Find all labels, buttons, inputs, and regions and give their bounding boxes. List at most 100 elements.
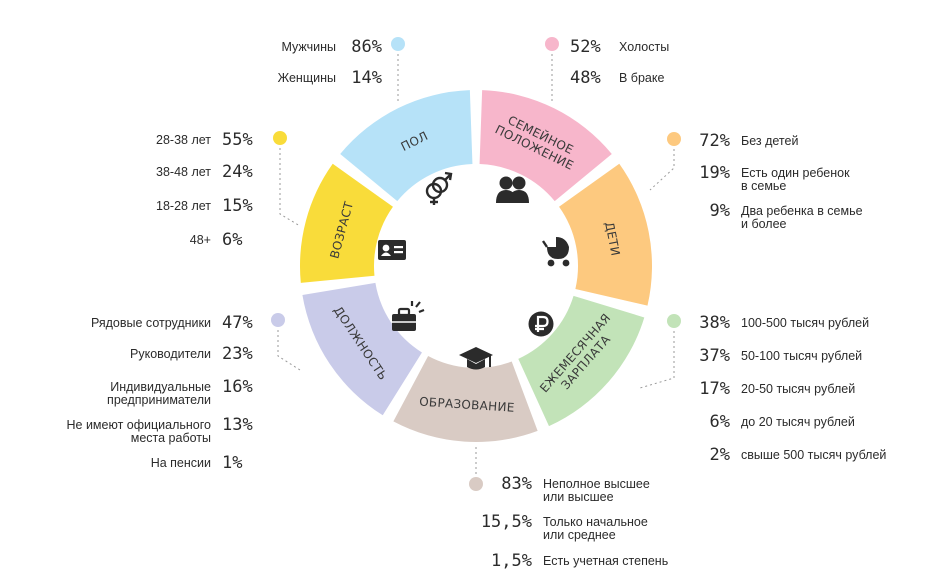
stat-percent: 55%	[222, 130, 253, 150]
stat-label: 48+	[190, 233, 211, 247]
stat-label: Есть учетная степень	[543, 554, 668, 568]
ruble-icon	[528, 311, 554, 337]
legend-dot-children	[667, 132, 681, 146]
stat-item: 23% Руководители	[130, 344, 253, 364]
stat-percent: 72%	[699, 131, 730, 151]
stat-item: 14% Женщины	[278, 68, 382, 88]
stat-label: Женщины	[278, 71, 336, 85]
ring-sector-family	[479, 90, 612, 202]
segment-label-education: ОБРАЗОВАНИЕ	[419, 395, 515, 415]
ring-sector-education	[393, 356, 538, 442]
stat-percent: 6%	[710, 412, 730, 432]
stat-item: 9% Два ребенка в семье и более	[710, 201, 863, 231]
stat-percent: 2%	[710, 445, 730, 465]
segment-education: ОБРАЗОВАНИЕ 83% Неполное высшее или высшее 1…	[393, 347, 668, 571]
stat-item: 1,5% Есть учетная степень	[491, 551, 668, 571]
stat-label: Мужчины	[281, 40, 336, 54]
stat-percent: 1%	[222, 453, 242, 473]
stat-percent: 37%	[699, 346, 730, 366]
connector-children	[649, 149, 675, 191]
stat-item: 83% Неполное высшее или высшее	[501, 474, 650, 504]
stat-percent: 15,5%	[481, 512, 532, 532]
stat-percent: 47%	[222, 313, 253, 333]
stat-percent: 15%	[222, 196, 253, 216]
connector-position	[277, 330, 301, 371]
ring-sector-pol	[340, 90, 473, 202]
id-card-icon	[378, 240, 406, 260]
stat-label: 18-28 лет	[156, 199, 211, 213]
connector-age	[279, 148, 301, 227]
ring-sector-children	[559, 163, 652, 306]
stat-label: Не имеют официального места работы	[67, 418, 212, 445]
stat-percent: 86%	[351, 37, 382, 57]
stat-item: 16% Индивидуальные предприниматели	[107, 377, 253, 407]
stat-percent: 83%	[501, 474, 532, 494]
segment-children: ДЕТИ 72% Без детей 19% Есть один ребенок в се…	[542, 131, 863, 306]
stat-item: 6% 48+	[190, 230, 243, 250]
stat-label: Руководители	[130, 347, 211, 361]
stat-percent: 17%	[699, 379, 730, 399]
stat-label: Рядовые сотрудники	[91, 316, 211, 330]
legend-dot-pol	[391, 37, 405, 51]
ring-sector-salary	[518, 295, 645, 427]
stat-label: Без детей	[741, 134, 798, 148]
ring-sector-position	[302, 282, 422, 416]
legend-dot-age	[273, 131, 287, 145]
stat-percent: 23%	[222, 344, 253, 364]
gender-icon	[425, 171, 453, 205]
stat-item: 86% Мужчины	[281, 37, 382, 57]
legend-dot-education	[469, 477, 483, 491]
stat-percent: 38%	[699, 313, 730, 333]
stat-item: 1% На пенсии	[151, 453, 243, 473]
stat-percent: 48%	[570, 68, 601, 88]
stat-label: Есть один ребенок в семье	[741, 166, 850, 193]
stat-item: 38% 100-500 тысяч рублей	[699, 313, 869, 333]
stat-label: 50-100 тысяч рублей	[741, 349, 862, 363]
stat-percent: 16%	[222, 377, 253, 397]
stat-item: 19% Есть один ребенок в семье	[699, 163, 850, 193]
stat-label: 38-48 лет	[156, 165, 211, 179]
stat-item: 48% В браке	[570, 68, 664, 88]
stat-percent: 13%	[222, 415, 253, 435]
connector-salary	[639, 331, 675, 389]
stat-label: Два ребенка в семье и более	[741, 204, 863, 231]
stat-item: 15% 18-28 лет	[156, 196, 253, 216]
stat-item: 13% Не имеют официального места работы	[67, 415, 253, 445]
legend-dot-salary	[667, 314, 681, 328]
stat-percent: 19%	[699, 163, 730, 183]
ring-sector-age	[300, 163, 393, 283]
stat-item: 37% 50-100 тысяч рублей	[699, 346, 862, 366]
stat-item: 72% Без детей	[699, 131, 798, 151]
graduation-cap-icon	[459, 347, 493, 370]
stat-label: Индивидуальные предприниматели	[107, 380, 211, 407]
legend-dot-family	[545, 37, 559, 51]
stat-item: 17% 20-50 тысяч рублей	[699, 379, 855, 399]
stat-percent: 24%	[222, 162, 253, 182]
stat-percent: 9%	[710, 201, 730, 221]
stat-label: В браке	[619, 71, 664, 85]
stat-label: 20-50 тысяч рублей	[741, 382, 855, 396]
stat-label: Холосты	[619, 40, 669, 54]
stat-percent: 6%	[222, 230, 242, 250]
segment-label-children: ДЕТИ	[602, 221, 622, 258]
stat-item: 2% свыше 500 тысяч рублей	[710, 445, 887, 465]
stat-label: Только начальное или среднее	[543, 515, 648, 542]
stat-label: 28-38 лет	[156, 133, 211, 147]
stat-item: 52% Холосты	[570, 37, 669, 57]
stat-label: На пенсии	[151, 456, 211, 470]
stat-label: свыше 500 тысяч рублей	[741, 448, 886, 462]
stat-label: 100-500 тысяч рублей	[741, 316, 869, 330]
legend-dot-position	[271, 313, 285, 327]
briefcase-icon	[392, 301, 425, 331]
stat-percent: 1,5%	[491, 551, 532, 571]
stat-percent: 14%	[351, 68, 382, 88]
stat-item: 15,5% Только начальное или среднее	[481, 512, 648, 542]
stat-item: 6% до 20 тысяч рублей	[710, 412, 855, 432]
couple-icon	[496, 176, 529, 203]
